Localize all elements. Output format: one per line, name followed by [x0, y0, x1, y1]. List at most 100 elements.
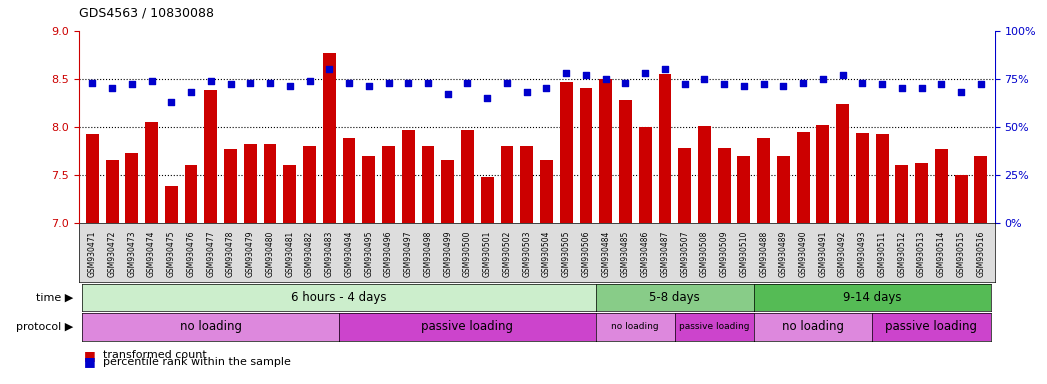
Bar [580, 88, 593, 223]
Point [696, 76, 713, 82]
Point [558, 70, 575, 76]
Point [302, 78, 318, 84]
Bar [224, 149, 237, 223]
Point [598, 76, 615, 82]
Point [84, 79, 101, 86]
Bar [659, 74, 671, 223]
Bar [817, 125, 829, 223]
Text: protocol ▶: protocol ▶ [16, 322, 73, 332]
Bar [639, 127, 651, 223]
Point [834, 72, 851, 78]
Bar [481, 177, 493, 223]
Text: passive loading: passive loading [680, 322, 750, 331]
Bar [678, 148, 691, 223]
Point [815, 76, 831, 82]
Point [380, 79, 397, 86]
Point [795, 79, 811, 86]
Point [459, 79, 475, 86]
Point [262, 79, 279, 86]
Text: transformed count: transformed count [103, 350, 206, 360]
Point [143, 78, 160, 84]
Bar [342, 138, 355, 223]
Point [755, 81, 772, 88]
Point [893, 85, 910, 91]
Point [182, 89, 199, 95]
Bar [304, 146, 316, 223]
Bar [244, 144, 257, 223]
Text: passive loading: passive loading [886, 320, 978, 333]
Point [478, 95, 495, 101]
Point [340, 79, 357, 86]
Bar [737, 157, 751, 223]
Point [617, 79, 633, 86]
Text: GDS4563 / 10830088: GDS4563 / 10830088 [79, 6, 214, 19]
Bar [599, 79, 612, 223]
Point [360, 83, 377, 89]
Bar [322, 53, 336, 223]
Bar [619, 100, 631, 223]
Bar [955, 175, 967, 223]
Bar [461, 130, 474, 223]
Point [953, 89, 970, 95]
Point [973, 81, 989, 88]
Bar [500, 146, 513, 223]
Bar [718, 148, 731, 223]
Point [578, 72, 595, 78]
Point [775, 83, 792, 89]
Point [637, 70, 653, 76]
Bar [540, 161, 553, 223]
Text: no loading: no loading [782, 320, 844, 333]
Text: percentile rank within the sample: percentile rank within the sample [103, 357, 290, 367]
Point [874, 81, 891, 88]
Point [913, 85, 930, 91]
Bar [895, 165, 908, 223]
Text: no loading: no loading [180, 320, 242, 333]
Point [104, 85, 120, 91]
Point [933, 81, 950, 88]
Point [656, 66, 673, 72]
Text: 6 hours - 4 days: 6 hours - 4 days [291, 291, 387, 304]
Bar [165, 186, 178, 223]
Point [854, 79, 871, 86]
Point [538, 85, 555, 91]
Bar [362, 156, 375, 223]
Bar [204, 90, 217, 223]
Point [163, 99, 180, 105]
Point [320, 66, 337, 72]
Bar [284, 165, 296, 223]
Bar [402, 130, 415, 223]
Point [440, 91, 456, 97]
Point [676, 81, 693, 88]
Bar [442, 161, 454, 223]
Text: 5-8 days: 5-8 days [649, 291, 700, 304]
Bar [146, 122, 158, 223]
Point [282, 83, 298, 89]
Point [242, 79, 259, 86]
Bar [126, 152, 138, 223]
Bar [777, 156, 789, 223]
Point [518, 89, 535, 95]
Bar [797, 132, 809, 223]
Point [124, 81, 140, 88]
Point [202, 78, 219, 84]
Text: passive loading: passive loading [422, 320, 513, 333]
Text: no loading: no loading [611, 322, 660, 331]
Bar [106, 161, 118, 223]
Bar [915, 163, 928, 223]
Bar [382, 146, 395, 223]
Point [498, 79, 515, 86]
Text: ■: ■ [84, 349, 95, 362]
Point [716, 81, 733, 88]
Bar [975, 156, 987, 223]
Bar [184, 165, 198, 223]
Point [736, 83, 753, 89]
Point [420, 79, 437, 86]
Bar [560, 82, 573, 223]
Bar [875, 134, 889, 223]
Bar [698, 126, 711, 223]
Bar [856, 134, 869, 223]
Bar [422, 146, 435, 223]
Bar [264, 144, 276, 223]
Bar [86, 134, 98, 223]
Bar [520, 146, 533, 223]
